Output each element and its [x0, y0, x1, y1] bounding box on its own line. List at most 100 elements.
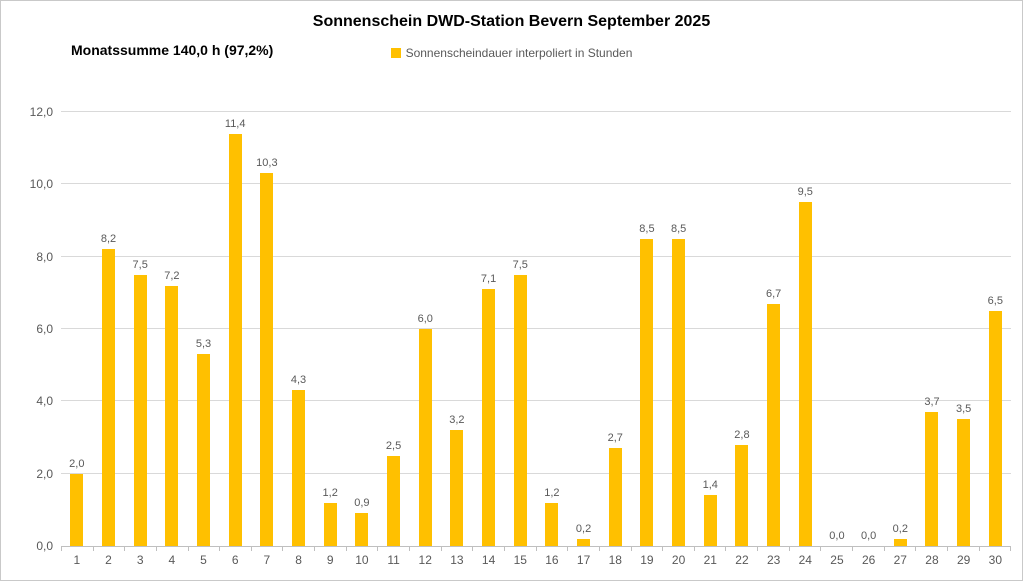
bar-day-27 — [893, 538, 907, 546]
x-axis-tick-label: 18 — [608, 553, 622, 567]
bar-column-day-2: 8,2 — [93, 112, 125, 546]
bar-day-11 — [387, 455, 401, 546]
x-axis-labels: 1 2 3 4 5 6 7 8 9 10 11 12 13 14 15 16 17 18 19 20 21 22 23 24 2… — [61, 553, 1011, 567]
x-axis-tick — [726, 547, 759, 551]
bar-column-day-24: 9,5 — [789, 112, 821, 546]
bar-day-24 — [798, 202, 812, 546]
bar-day-8 — [292, 390, 306, 546]
value-label-day-12: 6,0 — [417, 313, 433, 325]
x-axis-tick-label: 29 — [956, 553, 971, 567]
value-label-day-28: 3,7 — [924, 396, 940, 409]
gridline — [61, 111, 1011, 112]
x-axis-tick — [758, 547, 790, 551]
legend: Sonnenscheindauer interpoliert in Stunde… — [1, 46, 1022, 60]
x-axis-tick-label: 16 — [545, 553, 559, 567]
gridline — [61, 328, 1011, 329]
x-axis-tick — [473, 547, 505, 551]
x-axis-tick — [61, 547, 94, 551]
x-axis-tick — [283, 547, 316, 551]
bar-column-day-8: 4,3 — [283, 112, 315, 546]
bar-column-day-20: 8,5 — [663, 112, 695, 546]
y-axis-tick-label: 12,0 — [29, 105, 53, 119]
x-axis-tick-label: 3 — [136, 553, 144, 567]
bar-day-3 — [133, 274, 147, 546]
bar-day-30 — [988, 310, 1002, 546]
bar-day-15 — [513, 274, 527, 546]
value-label-day-14: 7,1 — [480, 273, 497, 286]
bar-day-13 — [450, 430, 464, 546]
x-axis-tick — [885, 547, 917, 551]
bar-day-6 — [228, 133, 242, 546]
month-sum-label: Monatssumme 140,0 h (97,2%) — [71, 42, 274, 58]
bar-column-day-4: 7,2 — [156, 112, 188, 546]
value-label-day-22: 2,8 — [734, 428, 750, 441]
bar-column-day-22: 2,8 — [726, 112, 758, 546]
bar-day-1 — [70, 473, 84, 546]
x-axis-tick-label: 9 — [326, 553, 334, 567]
x-axis-tick — [537, 547, 569, 551]
y-axis-tick-label: 8,0 — [36, 249, 53, 264]
value-label-day-18: 2,7 — [607, 432, 623, 445]
bar-day-18 — [608, 448, 622, 546]
gridline — [61, 183, 1011, 185]
bar-column-day-21: 1,4 — [694, 112, 726, 546]
x-axis-tick — [442, 547, 474, 551]
bar-column-day-3: 7,5 — [124, 112, 156, 546]
value-label-day-30: 6,5 — [987, 294, 1003, 307]
bar-day-22 — [735, 444, 749, 546]
y-axis-tick-label: 10,0 — [29, 177, 53, 192]
x-axis-tick — [410, 547, 442, 551]
bar-column-day-30: 6,5 — [979, 112, 1011, 546]
x-axis-tick — [916, 547, 948, 551]
bar-column-day-9: 1,2 — [314, 112, 346, 546]
gridline — [61, 400, 1011, 402]
x-axis-tick — [94, 547, 126, 551]
y-axis-tick-label: 4,0 — [36, 394, 53, 409]
x-axis-tick-label: 21 — [703, 553, 717, 567]
bar-column-day-11: 2,5 — [378, 112, 410, 546]
x-axis-tick-label: 11 — [387, 553, 400, 567]
bar-column-day-1: 2,0 — [61, 112, 93, 546]
x-axis-tick-label: 8 — [295, 553, 302, 567]
gridline — [61, 472, 1011, 474]
bar-day-29 — [957, 419, 971, 546]
x-axis-tick-label: 5 — [200, 553, 207, 567]
value-label-day-23: 6,7 — [765, 287, 782, 300]
x-axis-tick — [790, 547, 822, 551]
bar-day-12 — [418, 329, 432, 546]
value-label-day-1: 2,0 — [69, 457, 85, 470]
x-axis-tick — [220, 547, 252, 551]
bar-day-5 — [197, 354, 211, 546]
value-label-day-7: 10,3 — [256, 157, 278, 170]
x-axis-tick-label: 7 — [263, 553, 271, 567]
x-axis-tick — [948, 547, 980, 551]
bar-column-day-28: 3,7 — [916, 112, 948, 546]
legend-swatch-icon — [390, 48, 401, 58]
x-axis-tick — [853, 547, 885, 551]
bar-column-day-15: 7,5 — [504, 112, 536, 546]
x-axis-tick-label: 27 — [893, 553, 907, 567]
x-axis-tick-label: 22 — [735, 553, 749, 567]
bar-day-28 — [925, 412, 939, 546]
x-axis-tick — [663, 547, 695, 551]
x-axis-tick-label: 10 — [355, 553, 369, 567]
value-label-day-3: 7,5 — [132, 258, 148, 271]
x-axis-tick-label: 14 — [481, 553, 496, 567]
x-axis-tick-label: 28 — [925, 553, 939, 567]
bar-column-day-7: 10,3 — [251, 112, 283, 546]
value-label-day-19: 8,5 — [639, 222, 655, 235]
bar-day-14 — [482, 289, 496, 546]
x-axis-tick-label: 25 — [830, 553, 844, 567]
x-axis-tick — [695, 547, 727, 551]
value-label-day-29: 3,5 — [955, 403, 972, 416]
bar-day-17 — [577, 538, 591, 546]
value-label-day-17: 0,2 — [575, 522, 592, 535]
value-label-day-27: 0,2 — [892, 522, 908, 535]
bar-column-day-14: 7,1 — [473, 112, 505, 546]
bar-column-day-12: 6,0 — [409, 112, 441, 546]
bar-column-day-19: 8,5 — [631, 112, 663, 546]
value-label-day-25: 0,0 — [829, 530, 845, 542]
bars-row: 2,0 8,2 7,5 7,2 5,3 11,4 10,3 4,3 1,2 0,9 2,5 6,0 3,… — [61, 112, 1011, 546]
value-label-day-26: 0,0 — [860, 530, 877, 542]
